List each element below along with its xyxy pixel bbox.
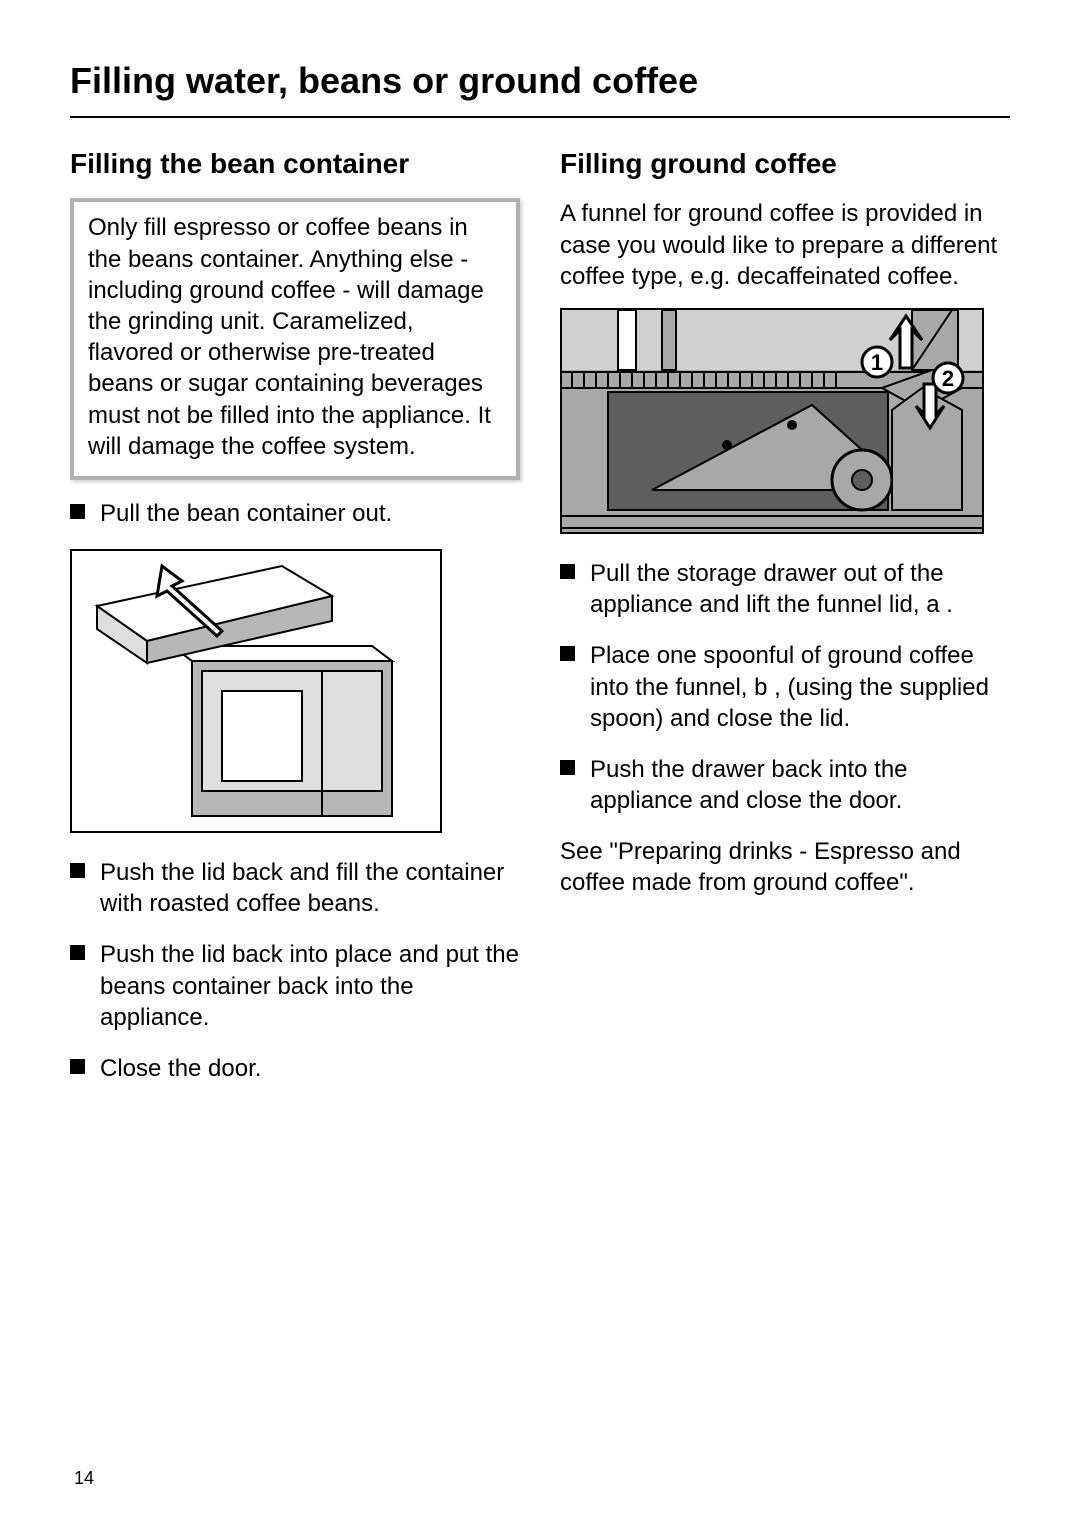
left-column: Filling the bean container Only fill esp… (70, 146, 520, 1104)
funnel-figure: 1 2 (560, 308, 984, 534)
right-followup: See "Preparing drinks - Espresso and cof… (560, 836, 1010, 898)
page-title: Filling water, beans or ground coffee (70, 60, 1010, 102)
marker-1-label: 1 (871, 350, 883, 375)
funnel-svg: 1 2 (562, 310, 982, 532)
list-item: Place one spoonful of ground coffee into… (560, 640, 1010, 734)
manual-page: Filling water, beans or ground coffee Fi… (0, 0, 1080, 1529)
list-item: Close the door. (70, 1053, 520, 1084)
marker-2-label: 2 (942, 366, 954, 391)
text: . (940, 591, 953, 618)
ref-b: b (754, 674, 767, 701)
ref-a: a (926, 591, 939, 618)
list-item: Push the lid back into place and put the… (70, 939, 520, 1033)
warning-box: Only fill espresso or coffee beans in th… (70, 198, 520, 480)
text: Pull the storage drawer out of the appli… (590, 560, 944, 618)
list-item: Push the drawer back into the appliance … (560, 754, 1010, 816)
right-intro: A funnel for ground coffee is provided i… (560, 198, 1010, 292)
columns: Filling the bean container Only fill esp… (70, 146, 1010, 1104)
left-bullets-2: Push the lid back and fill the container… (70, 857, 520, 1084)
page-number: 14 (74, 1468, 94, 1489)
bean-container-figure (70, 549, 442, 833)
list-item: Push the lid back and fill the container… (70, 857, 520, 919)
right-heading: Filling ground coffee (560, 146, 1010, 182)
list-item: Pull the storage drawer out of the appli… (560, 558, 1010, 620)
left-bullets-1: Pull the bean container out. (70, 498, 520, 529)
bean-container-svg (72, 551, 440, 831)
right-column: Filling ground coffee A funnel for groun… (560, 146, 1010, 1104)
left-heading: Filling the bean container (70, 146, 520, 182)
list-item: Pull the bean container out. (70, 498, 520, 529)
right-bullets: Pull the storage drawer out of the appli… (560, 558, 1010, 816)
page-rule (70, 116, 1010, 118)
